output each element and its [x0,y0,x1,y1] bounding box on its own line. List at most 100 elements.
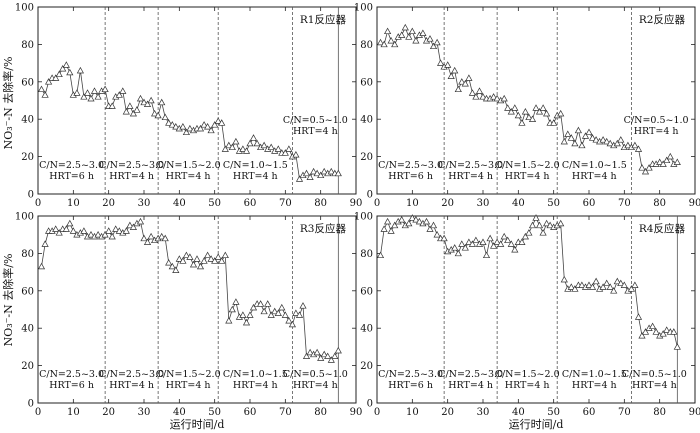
data-point [663,326,671,333]
data-point [172,266,180,273]
data-point [546,221,554,229]
data-point [511,245,519,253]
data-point [158,232,166,240]
y-tick-label: 0 [28,190,34,201]
data-point [528,221,537,229]
data-point [588,283,597,290]
data-point [521,107,529,115]
data-point [631,141,639,149]
data-point [140,98,148,106]
data-point [52,225,60,232]
data-point [324,352,332,359]
plot-frame [376,6,696,195]
data-point [214,253,222,260]
data-point [391,40,399,48]
data-point [182,251,190,259]
phase-hrt-label: HRT=4 h [572,380,617,391]
data-point [567,134,575,141]
data-point [331,352,339,359]
data-point [37,262,46,270]
y-tick-label: 100 [354,212,373,223]
x-tick-label: 60 [583,407,596,418]
data-point [401,23,409,31]
data-point [288,320,296,328]
phase-hrt-label: HRT=4 h [293,380,338,391]
data-point [168,262,176,270]
data-point [295,311,304,318]
data-point [528,115,537,122]
data-point [479,93,487,100]
data-point [479,238,487,245]
data-point [76,66,84,74]
data-point [101,85,109,93]
data-point [603,279,611,287]
data-point [532,214,540,221]
x-tick-label: 80 [314,198,327,209]
y-tick-label: 80 [360,249,373,260]
phase-cn-label: C/N=1.0~1.5 [223,369,288,380]
phase-cn-label: C/N=0.5~1.0 [283,115,348,126]
data-point [214,117,222,124]
phase-cn-label: C/N=2.5~3.0 [99,160,164,171]
phase-hrt-label: HRT=4 h [448,171,493,182]
data-point [627,285,635,292]
phase-cn-label: C/N=2.5~3.0 [39,369,104,380]
data-point [535,107,544,115]
y-tick-label: 20 [360,361,373,372]
data-point [200,257,208,264]
data-point [429,42,438,50]
phase-hrt-label: HRT=4 h [632,380,677,391]
y-tick-label: 20 [21,361,34,372]
panel-title: R1反应器 [300,13,347,26]
data-point [313,348,321,356]
y-tick-label: 80 [21,40,34,51]
data-point [285,316,293,324]
data-point [405,33,413,40]
data-point [228,305,236,313]
data-point [143,100,152,107]
data-point [249,303,258,311]
data-point [634,313,643,320]
x-tick-label: 50 [547,198,560,209]
data-point [380,40,388,48]
x-tick-label: 0 [374,198,380,209]
phase-hrt-label: HRT=6 h [49,380,94,391]
data-point [327,167,335,175]
data-point [497,240,505,247]
phase-hrt-label: HRT=4 h [233,171,278,182]
data-point [525,113,533,121]
phase-hrt-label: HRT=4 h [109,380,154,391]
data-point [334,169,342,177]
data-point [500,232,508,240]
data-point [391,221,399,229]
data-point [232,298,240,305]
data-point [521,232,529,240]
data-point [260,307,268,315]
x-tick-label: 70 [279,407,292,418]
data-point [567,283,575,290]
data-point [306,348,314,356]
y-tick-label: 60 [360,77,373,88]
data-point [465,74,473,81]
data-point [143,238,152,245]
x-tick-label: 40 [512,198,525,209]
data-point [482,251,491,259]
phase-cn-label: C/N=0.5~1.0 [624,115,689,126]
phase-hrt-label: HRT=6 h [49,171,94,182]
y-tick-label: 20 [21,152,34,163]
data-point [327,356,335,363]
x-tick-label: 60 [583,198,596,209]
x-tick-label: 30 [477,198,490,209]
phase-cn-label: C/N=2.5~3.0 [378,160,443,171]
data-point [136,217,145,225]
data-point [55,229,63,236]
plot-frame [37,6,357,195]
data-point [444,61,452,68]
data-point [673,343,681,350]
data-point [221,251,229,259]
data-point [83,89,92,96]
data-point [560,137,568,145]
data-point [560,275,568,283]
data-point [246,139,254,147]
data-point [317,171,325,179]
